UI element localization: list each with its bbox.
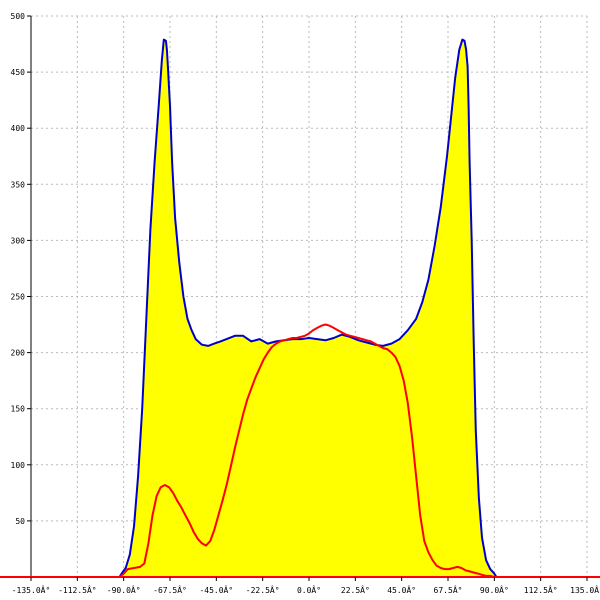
y-tick-label: 200 bbox=[11, 349, 26, 358]
y-tick-label: 450 bbox=[11, 68, 26, 77]
y-tick-label: 50 bbox=[15, 517, 25, 526]
series-line-1 bbox=[118, 323, 498, 578]
y-tick-label: 400 bbox=[11, 124, 26, 133]
y-tick-label: 500 bbox=[11, 12, 26, 21]
y-tick-label: 150 bbox=[11, 405, 26, 414]
x-tick-label: -22.5Â° bbox=[246, 584, 280, 595]
series-lines bbox=[118, 38, 498, 578]
x-tick-label: 45.0Â° bbox=[387, 584, 416, 595]
x-tick-label: -67.5Â° bbox=[153, 584, 187, 595]
x-tick-label: 112.5Â° bbox=[524, 584, 558, 595]
x-tick-label: 22.5Â° bbox=[341, 584, 370, 595]
series-line-0 bbox=[118, 38, 498, 578]
x-tick-label: 135.0Â° bbox=[570, 584, 600, 595]
y-tick-label: 300 bbox=[11, 236, 26, 245]
series-area-0 bbox=[119, 39, 497, 578]
x-tick-label: 0.0Â° bbox=[297, 584, 321, 595]
area-fills bbox=[119, 39, 497, 578]
axes bbox=[0, 15, 600, 581]
x-tick-label: 90.0Â° bbox=[480, 584, 509, 595]
x-tick-label: -135.0Â° bbox=[12, 584, 51, 595]
tick-labels: 50 100 150 200 250 300 350 400 450 500 -135.0Â° -11… bbox=[11, 12, 600, 595]
x-tick-label: -45.0Â° bbox=[199, 584, 233, 595]
y-tick-label: 100 bbox=[11, 461, 26, 470]
y-tick-label: 350 bbox=[11, 180, 26, 189]
x-tick-label: 67.5Â° bbox=[434, 584, 463, 595]
y-tick-label: 250 bbox=[11, 293, 26, 302]
x-tick-label: -112.5Â° bbox=[58, 584, 97, 595]
x-tick-label: -90.0Â° bbox=[107, 584, 141, 595]
